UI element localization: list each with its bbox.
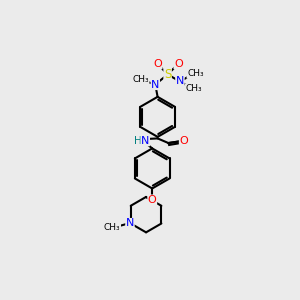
Text: CH₃: CH₃ bbox=[104, 223, 121, 232]
Text: N: N bbox=[126, 218, 134, 229]
Text: O: O bbox=[179, 136, 188, 146]
Text: CH₃: CH₃ bbox=[132, 75, 149, 84]
Text: CH₃: CH₃ bbox=[187, 69, 204, 78]
Text: N: N bbox=[141, 136, 149, 146]
Text: N: N bbox=[176, 76, 184, 86]
Text: O: O bbox=[153, 59, 162, 69]
Text: S: S bbox=[164, 68, 171, 81]
Text: N: N bbox=[151, 80, 160, 89]
Text: O: O bbox=[174, 59, 183, 69]
Text: CH₃: CH₃ bbox=[185, 84, 202, 93]
Text: H: H bbox=[134, 136, 142, 146]
Text: O: O bbox=[148, 195, 157, 205]
